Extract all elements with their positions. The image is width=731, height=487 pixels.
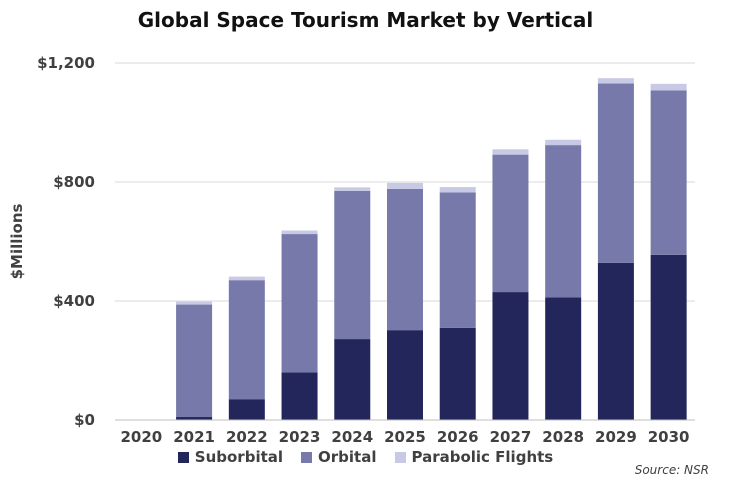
bars — [176, 78, 687, 420]
legend-label: Parabolic Flights — [411, 448, 554, 466]
bar-segment — [228, 276, 265, 281]
y-tick-label: $1,200 — [37, 54, 95, 72]
x-tick-label: 2023 — [279, 428, 321, 446]
bar-segment — [545, 139, 582, 146]
y-tick-label: $400 — [53, 292, 95, 310]
bar-segment — [597, 262, 634, 420]
bar-segment — [281, 230, 318, 235]
bar-segment — [387, 330, 423, 420]
bar-segment — [492, 292, 529, 420]
x-axis-ticks: 2020 2021 2022 2023 2024 2025 2026 2027 2028 2029… — [120, 428, 689, 446]
bar-segment — [176, 301, 213, 305]
bar-segment — [176, 304, 213, 418]
bar-segment — [650, 83, 687, 91]
legend-swatch — [301, 451, 313, 463]
bar-segment — [650, 254, 687, 420]
bar-segment — [439, 192, 476, 328]
bar-segment — [387, 188, 423, 331]
x-tick-label: 2030 — [648, 428, 690, 446]
bar-segment — [492, 149, 529, 155]
bar-segment — [334, 190, 371, 340]
legend-label: Suborbital — [194, 448, 284, 466]
bar-segment — [334, 187, 371, 191]
x-tick-label: 2028 — [542, 428, 584, 446]
x-tick-label: 2025 — [384, 428, 426, 446]
y-axis-ticks: $0 $400 $800 $1,200 — [37, 54, 95, 429]
y-tick-label: $0 — [74, 411, 95, 429]
source-note: Source: NSR — [634, 463, 709, 477]
bar-segment — [334, 339, 371, 420]
legend-item: Suborbital — [177, 448, 284, 466]
bar-segment — [176, 417, 213, 420]
y-tick-label: $800 — [53, 173, 95, 191]
legend: Suborbital Orbital Parabolic Flights — [0, 448, 731, 466]
bar-segment — [597, 78, 634, 84]
bar-segment — [439, 327, 476, 420]
x-tick-label: 2020 — [120, 428, 162, 446]
x-tick-label: 2022 — [226, 428, 268, 446]
legend-swatch — [177, 451, 189, 463]
x-tick-label: 2024 — [331, 428, 373, 446]
bar-segment — [492, 154, 529, 293]
bar-segment — [597, 83, 634, 263]
bar-segment — [228, 280, 265, 400]
bar-segment — [439, 187, 476, 193]
bar-segment — [650, 90, 687, 255]
bar-segment — [281, 372, 318, 420]
legend-swatch — [394, 451, 406, 463]
y-axis-title: $Millions — [8, 204, 26, 280]
x-tick-label: 2026 — [437, 428, 479, 446]
bar-segment — [387, 182, 423, 189]
legend-item: Parabolic Flights — [394, 448, 554, 466]
legend-item: Orbital — [301, 448, 377, 466]
bar-segment — [281, 234, 318, 373]
chart-title: Global Space Tourism Market by Vertical — [137, 8, 594, 32]
bar-segment — [228, 399, 265, 420]
bar-segment — [545, 145, 582, 298]
x-tick-label: 2029 — [595, 428, 637, 446]
bar-segment — [545, 297, 582, 420]
legend-label: Orbital — [318, 448, 377, 466]
x-tick-label: 2027 — [490, 428, 532, 446]
x-tick-label: 2021 — [173, 428, 215, 446]
